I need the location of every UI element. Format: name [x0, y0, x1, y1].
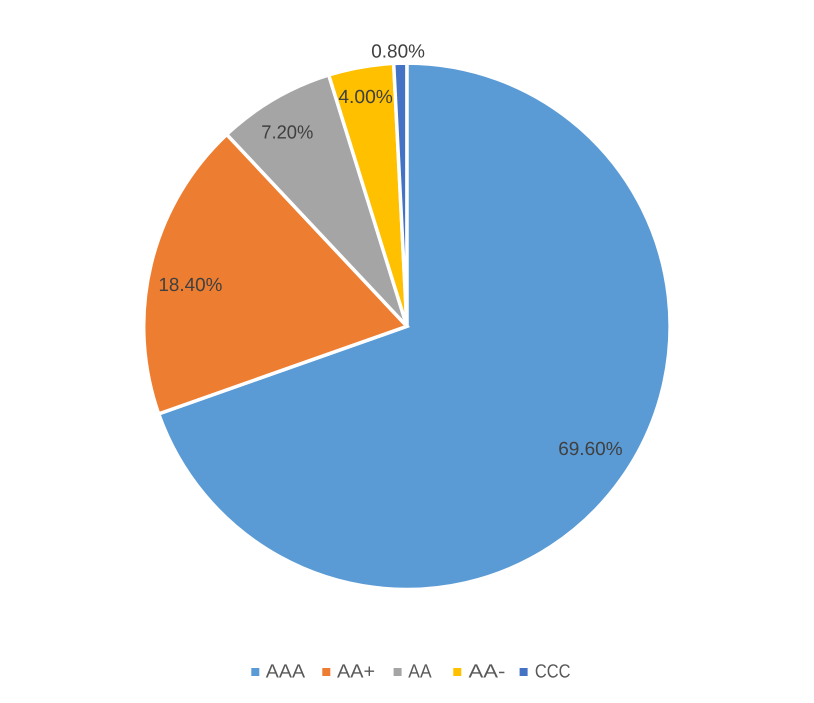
svg-text:4.00%: 4.00% — [338, 87, 393, 108]
svg-text:7.20%: 7.20% — [261, 123, 313, 144]
svg-text:AAA: AAA — [266, 662, 306, 683]
svg-text:18.40%: 18.40% — [158, 275, 222, 296]
svg-text:69.60%: 69.60% — [558, 439, 622, 460]
svg-text:AA: AA — [408, 662, 432, 683]
svg-text:CCC: CCC — [535, 662, 571, 683]
svg-text:AA+: AA+ — [337, 662, 375, 683]
svg-text:AA-: AA- — [469, 662, 506, 683]
svg-text:0.80%: 0.80% — [371, 42, 425, 63]
